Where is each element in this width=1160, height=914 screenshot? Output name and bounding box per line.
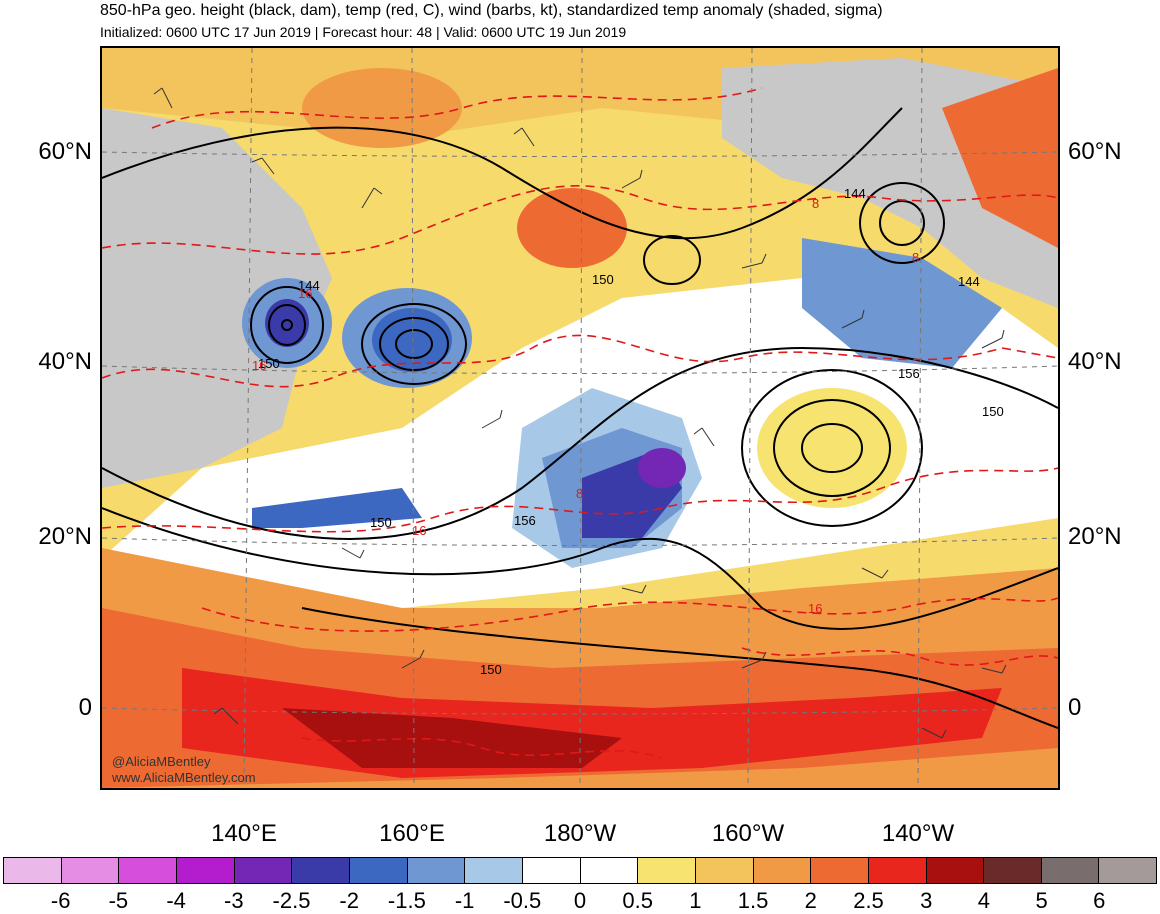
colorbar-swatch (176, 858, 235, 883)
height-contour-labels: 144 150 150 156 150 144 144 156 150 150 (258, 186, 1004, 677)
colorbar-swatch (465, 858, 523, 883)
colorbar-tick-label: -2 (339, 888, 359, 913)
colorbar-swatch (4, 858, 62, 883)
height-contour-label: 150 (480, 662, 502, 677)
lon-label-160w: 160°W (711, 820, 785, 847)
colorbar-tick-label: 1 (689, 888, 702, 913)
colorbar-tick-label: 4 (977, 888, 991, 913)
colorbar-tick-label: 0 (573, 888, 587, 913)
height-contour-label: 144 (844, 186, 866, 201)
lon-label-180w: 180°W (543, 820, 617, 847)
colorbar-tick-label: -6 (50, 888, 71, 913)
colorbar-swatch (926, 858, 985, 883)
lat-label-20n-right: 20°N (1068, 523, 1122, 550)
temp-contour-label: 8 (912, 250, 919, 265)
colorbar-swatch (119, 858, 177, 883)
colorbar-tick-label: -5 (108, 888, 129, 913)
colorbar-tick-label: -3 (224, 888, 244, 913)
colorbar-swatch (292, 858, 350, 883)
colorbar-swatch (638, 858, 696, 883)
colorbar-swatch (811, 858, 869, 883)
colorbar-tick-label: 3 (920, 888, 933, 913)
lat-label-40n-right: 40°N (1068, 348, 1122, 375)
watermark-url: www.AliciaMBentley.com (112, 770, 256, 785)
colorbar-swatch (580, 858, 639, 883)
colorbar-tick-label: 2.5 (853, 888, 884, 913)
lat-label-40n-left: 40°N (38, 348, 92, 375)
colorbar-tick-label: 6 (1093, 888, 1106, 913)
colorbar-tick-label: 5 (1035, 888, 1048, 913)
colorbar-swatch (349, 858, 408, 883)
temp-contour-label: 8 (576, 486, 583, 501)
anomaly-colorbar (3, 857, 1157, 884)
lon-label-140w: 140°W (881, 820, 955, 847)
height-contour-label: 156 (898, 366, 920, 381)
colorbar-swatch (1041, 858, 1100, 883)
height-contour-label: 156 (514, 513, 536, 528)
temp-contour-label: 16 (252, 358, 266, 373)
colorbar-swatch (753, 858, 812, 883)
colorbar-tick-label: -1 (454, 888, 475, 913)
colorbar-swatch (61, 858, 120, 883)
lat-label-0-left: 0 (78, 694, 92, 721)
temp-contour-label: 16 (412, 523, 426, 538)
colorbar-swatch (695, 858, 754, 883)
temp-contour-label: 16 (808, 601, 822, 616)
colorbar-swatch (407, 858, 466, 883)
lat-label-20n-left: 20°N (38, 523, 92, 550)
colorbar-tick-label: -0.5 (503, 888, 542, 913)
height-contour-label: 150 (370, 515, 392, 530)
colorbar-swatch (984, 858, 1042, 883)
colorbar-tick-label: -1.5 (387, 888, 426, 913)
height-contour-label: 144 (298, 278, 320, 293)
colorbar-tick-label: 2 (804, 888, 817, 913)
height-contour-label: 150 (258, 356, 280, 371)
colorbar-tick-label: -2.5 (272, 888, 311, 913)
map-canvas: 144 150 150 156 150 144 144 156 150 150 … (102, 48, 1058, 788)
colorbar-swatch (522, 858, 581, 883)
colorbar-swatch (234, 858, 293, 883)
watermark-handle: @AliciaMBentley (112, 754, 211, 769)
chart-subtitle: Initialized: 0600 UTC 17 Jun 2019 | Fore… (100, 24, 627, 40)
lat-label-0-right: 0 (1068, 694, 1082, 721)
height-contour-label: 150 (982, 404, 1004, 419)
colorbar-tick-label: -4 (166, 888, 186, 913)
lon-label-140e: 140°E (211, 820, 277, 847)
temp-contour-label: 8 (812, 196, 819, 211)
temp-contour-label: 16 (298, 286, 312, 301)
lon-label-160e: 160°E (379, 820, 445, 847)
weather-map: 144 150 150 156 150 144 144 156 150 150 … (100, 46, 1060, 790)
height-contour-label: 150 (592, 272, 614, 287)
lat-label-60n-left: 60°N (38, 138, 92, 165)
lat-label-60n-right: 60°N (1068, 138, 1122, 165)
colorbar-swatch (868, 858, 927, 883)
colorbar-swatch (1099, 858, 1157, 883)
chart-title: 850-hPa geo. height (black, dam), temp (… (100, 2, 883, 19)
temp-contour-labels: 8 8 16 16 8 16 16 (252, 196, 919, 616)
colorbar-tick-label: 0.5 (622, 888, 653, 913)
low-center-mark (281, 319, 293, 331)
height-contour-label: 144 (958, 274, 980, 289)
colorbar-tick-label: 1.5 (737, 888, 769, 913)
